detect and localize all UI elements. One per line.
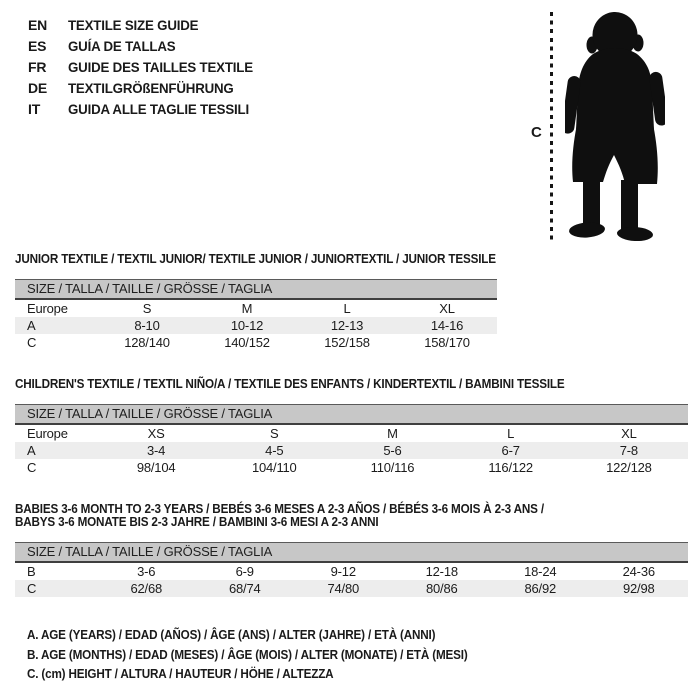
size-value-cell: S <box>270 426 279 441</box>
language-row: ES GUÍA DE TALLAS <box>28 35 263 56</box>
section-title-line: BABYS 3-6 MONATE BIS 2-3 JAHRE / BAMBINI… <box>15 514 379 529</box>
height-label-c: C <box>531 124 542 141</box>
section-title-line: BABIES 3-6 MONTH TO 2-3 YEARS / BEBÉS 3-… <box>15 501 544 516</box>
table-row: Europe S M L XL <box>15 300 497 317</box>
size-value-cell: L <box>343 301 351 316</box>
size-value-cell: 3-4 <box>146 443 166 458</box>
size-value-cell: 14-16 <box>430 318 464 333</box>
size-value-cell: M <box>241 301 253 316</box>
legend-line: A. AGE (YEARS) / EDAD (AÑOS) / ÂGE (ANS)… <box>27 627 436 642</box>
size-value-cell: 24-36 <box>622 564 655 579</box>
size-section-children: CHILDREN'S TEXTILE / TEXTIL NIÑO/A / TEX… <box>15 377 688 476</box>
size-grid: Europe S M L XL A 8-10 10-12 12-13 14-16 C 128/140 1… <box>15 300 497 351</box>
size-value-cell: 122/128 <box>606 460 652 475</box>
size-value-cell: 116/122 <box>488 460 533 475</box>
size-value-cell: 10-12 <box>230 318 264 333</box>
legend-line: B. AGE (MONTHS) / EDAD (MESES) / ÂGE (MO… <box>27 646 468 662</box>
size-value-cell: 80/86 <box>425 581 458 596</box>
table-row: Europe XS S M L XL <box>15 425 688 442</box>
legend: A. AGE (YEARS) / EDAD (AÑOS) / ÂGE (ANS)… <box>27 625 688 684</box>
section-title: BABIES 3-6 MONTH TO 2-3 YEARS / BEBÉS 3-… <box>15 502 688 528</box>
size-grid: B 3-6 6-9 9-12 12-18 18-24 24-36 C 62/68 68/74 74/… <box>15 563 688 597</box>
size-table: SIZE / TALLA / TAILLE / GRÖSSE / TAGLIA B… <box>15 542 688 597</box>
size-value-cell: 128/140 <box>124 335 170 350</box>
size-value-cell: S <box>142 301 152 316</box>
size-value-cell: 140/152 <box>224 335 270 350</box>
section-title-line: JUNIOR TEXTILE / TEXTIL JUNIOR/ TEXTILE … <box>15 251 496 266</box>
language-code: IT <box>28 100 41 117</box>
size-value-cell: M <box>387 426 398 441</box>
table-row: A 3-4 4-5 5-6 6-7 7-8 <box>15 442 688 459</box>
row-label-cell: B <box>27 564 36 579</box>
row-label-cell: A <box>27 443 36 458</box>
size-table: SIZE / TALLA / TAILLE / GRÖSSE / TAGLIA E… <box>15 279 497 351</box>
size-value-cell: 8-10 <box>134 318 160 333</box>
size-value-cell: 5-6 <box>383 443 402 458</box>
language-code: DE <box>28 79 48 96</box>
size-value-cell: 7-8 <box>619 443 638 458</box>
size-value-cell: 158/170 <box>424 335 470 350</box>
size-value-cell: 9-12 <box>330 564 356 579</box>
language-title: GUÍA DE TALLAS <box>68 37 176 54</box>
size-grid: Europe XS S M L XL A 3-4 4-5 5-6 6-7 7-8 C 98/104 104/… <box>15 425 688 476</box>
table-row: C 128/140 140/152 152/158 158/170 <box>15 334 497 351</box>
size-value-cell: 68/74 <box>228 581 261 596</box>
size-value-cell: L <box>507 426 515 441</box>
language-title: GUIDE DES TAILLES TEXTILE <box>68 58 253 75</box>
language-code: ES <box>28 37 47 54</box>
size-value-cell: 110/116 <box>370 460 415 475</box>
section-title: JUNIOR TEXTILE / TEXTIL JUNIOR/ TEXTILE … <box>15 252 688 265</box>
size-value-cell: 86/92 <box>524 581 557 596</box>
height-measure-line <box>550 12 553 242</box>
table-row: B 3-6 6-9 9-12 12-18 18-24 24-36 <box>15 563 688 580</box>
size-value-cell: 152/158 <box>324 335 370 350</box>
size-value-cell: 12-13 <box>330 318 364 333</box>
size-value-cell: XS <box>147 426 165 441</box>
language-title: TEXTILE SIZE GUIDE <box>68 16 199 33</box>
legend-line: C. (cm) HEIGHT / ALTURA / HAUTEUR / HÖHE… <box>27 666 334 681</box>
size-value-cell: 104/110 <box>251 460 297 475</box>
size-section-junior: JUNIOR TEXTILE / TEXTIL JUNIOR/ TEXTILE … <box>15 252 688 351</box>
size-header-bar: SIZE / TALLA / TAILLE / GRÖSSE / TAGLIA <box>15 279 497 300</box>
size-value-cell: 12-18 <box>425 564 458 579</box>
size-value-cell: XL <box>621 426 637 441</box>
language-title: TEXTILGRÖßENFÜHRUNG <box>68 79 234 96</box>
table-row: C 62/68 68/74 74/80 80/86 86/92 92/98 <box>15 580 688 597</box>
section-title-line: CHILDREN'S TEXTILE / TEXTIL NIÑO/A / TEX… <box>15 376 565 391</box>
row-label-cell: C <box>27 581 37 596</box>
size-value-cell: 4-5 <box>265 443 284 458</box>
language-row: IT GUIDA ALLE TAGLIE TESSILI <box>28 98 263 119</box>
size-value-cell: 6-7 <box>501 443 520 458</box>
language-list: EN TEXTILE SIZE GUIDE ES GUÍA DE TALLAS FR GU… <box>28 14 263 119</box>
size-value-cell: 74/80 <box>327 581 360 596</box>
size-value-cell: 92/98 <box>622 581 655 596</box>
row-label-cell: Europe <box>27 301 68 316</box>
table-row: A 8-10 10-12 12-13 14-16 <box>15 317 497 334</box>
language-code: EN <box>28 16 48 33</box>
size-value-cell: XL <box>439 301 455 316</box>
language-row: DE TEXTILGRÖßENFÜHRUNG <box>28 77 263 98</box>
size-table: SIZE / TALLA / TAILLE / GRÖSSE / TAGLIA E… <box>15 404 688 476</box>
table-row: C 98/104 104/110 110/116 116/122 122/128 <box>15 459 688 476</box>
size-value-cell: 98/104 <box>136 460 176 475</box>
section-title: CHILDREN'S TEXTILE / TEXTIL NIÑO/A / TEX… <box>15 377 688 390</box>
row-label-cell: Europe <box>27 426 68 441</box>
language-row: EN TEXTILE SIZE GUIDE <box>28 14 263 35</box>
size-value-cell: 3-6 <box>137 564 156 579</box>
row-label-cell: C <box>27 335 37 350</box>
row-label-cell: A <box>27 318 36 333</box>
language-title: GUIDA ALLE TAGLIE TESSILI <box>68 100 249 117</box>
size-value-cell: 6-9 <box>235 564 254 579</box>
size-value-cell: 62/68 <box>130 581 163 596</box>
toddler-silhouette <box>565 12 665 242</box>
size-header-bar: SIZE / TALLA / TAILLE / GRÖSSE / TAGLIA <box>15 542 688 563</box>
size-section-babies: BABIES 3-6 MONTH TO 2-3 YEARS / BEBÉS 3-… <box>15 502 688 597</box>
row-label-cell: C <box>27 460 37 475</box>
language-row: FR GUIDE DES TAILLES TEXTILE <box>28 56 263 77</box>
size-header-bar: SIZE / TALLA / TAILLE / GRÖSSE / TAGLIA <box>15 404 688 425</box>
size-value-cell: 18-24 <box>524 564 557 579</box>
language-code: FR <box>28 58 47 75</box>
size-tables: JUNIOR TEXTILE / TEXTIL JUNIOR/ TEXTILE … <box>15 252 688 684</box>
